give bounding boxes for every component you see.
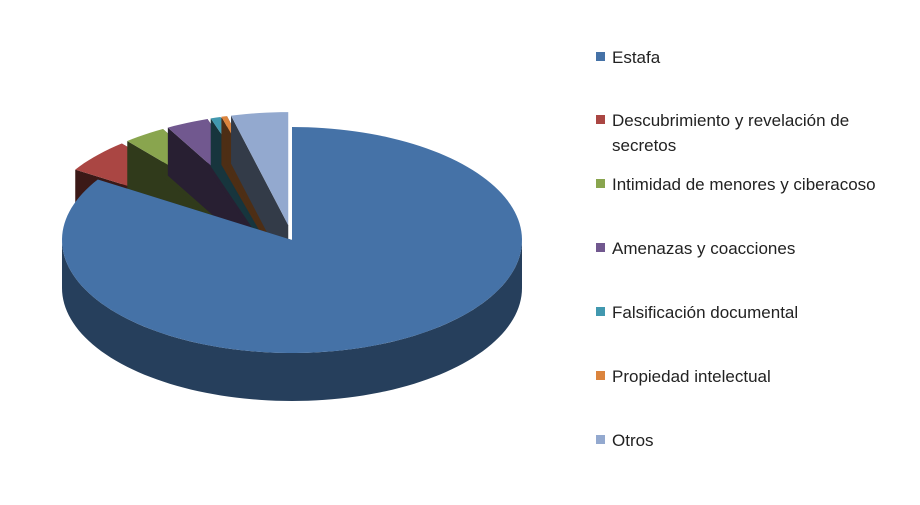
legend-label: Propiedad intelectual <box>612 367 771 386</box>
slice <box>231 112 289 226</box>
legend-swatch <box>596 371 605 380</box>
chart <box>62 112 522 401</box>
slice <box>62 127 522 353</box>
legend-item: Falsificación documental <box>596 300 898 325</box>
legend-label: Estafa <box>612 48 661 67</box>
legend-item: Otros <box>596 428 898 453</box>
legend-swatch <box>596 243 605 252</box>
legend-swatch <box>596 307 605 316</box>
legend-item: Descubrimiento y revelación de secretos <box>596 108 898 158</box>
legend-swatch <box>596 52 605 61</box>
legend-swatch <box>596 435 605 444</box>
legend-swatch <box>596 115 605 124</box>
legend-label: Amenazas y coacciones <box>612 239 796 258</box>
legend-item: Propiedad intelectual <box>596 364 898 389</box>
legend-label: Descubrimiento y revelación de secretos <box>612 111 850 155</box>
legend-label: Intimidad de menores y ciberacoso <box>612 175 876 194</box>
legend-label: Falsificación documental <box>612 303 799 322</box>
legend-label: Otros <box>612 431 654 450</box>
legend-item: Intimidad de menores y ciberacoso <box>596 172 898 197</box>
legend-swatch <box>596 179 605 188</box>
legend-item: Amenazas y coacciones <box>596 236 898 261</box>
slice-side <box>62 240 522 401</box>
legend-item: Estafa <box>596 45 898 70</box>
slice-wall <box>231 115 289 274</box>
